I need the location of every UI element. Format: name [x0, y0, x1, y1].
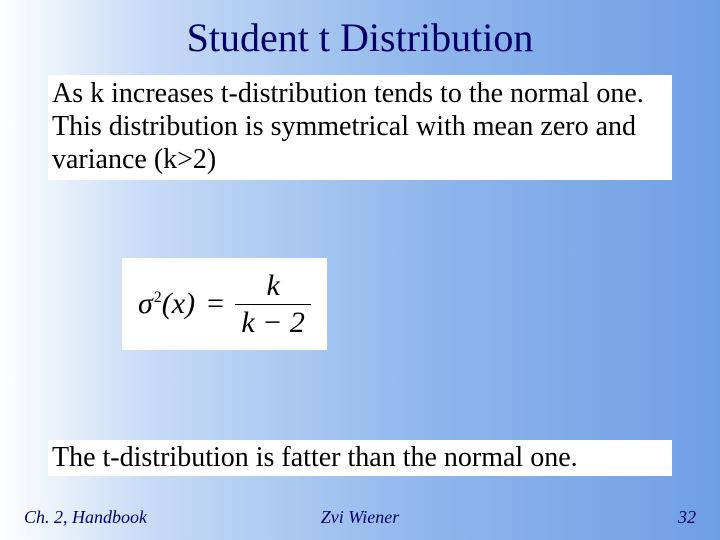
variance-formula: σ2(x) = k k − 2 [122, 258, 327, 350]
formula-lhs: σ2(x) [138, 287, 195, 321]
equals-sign: = [205, 287, 225, 321]
slide: Student t Distribution As k increases t-… [0, 0, 720, 540]
footer-right: 32 [678, 507, 696, 528]
fraction-numerator: k [260, 270, 285, 302]
body-line-2: This distribution is symmetrical with me… [52, 111, 636, 175]
footer-center: Zvi Wiener [0, 507, 720, 528]
fraction-denominator: k − 2 [235, 307, 311, 339]
sigma-exponent: 2 [154, 289, 162, 306]
slide-title: Student t Distribution [0, 14, 720, 61]
sigma-arg: (x) [162, 287, 195, 320]
formula-fraction: k k − 2 [235, 270, 311, 338]
footer-text-block: The t-distribution is fatter than the no… [48, 440, 672, 476]
fraction-bar [235, 304, 311, 305]
body-text-block: As k increases t-distribution tends to t… [48, 75, 672, 180]
body-line-1: As k increases t-distribution tends to t… [52, 78, 644, 109]
sigma-symbol: σ [138, 287, 153, 320]
